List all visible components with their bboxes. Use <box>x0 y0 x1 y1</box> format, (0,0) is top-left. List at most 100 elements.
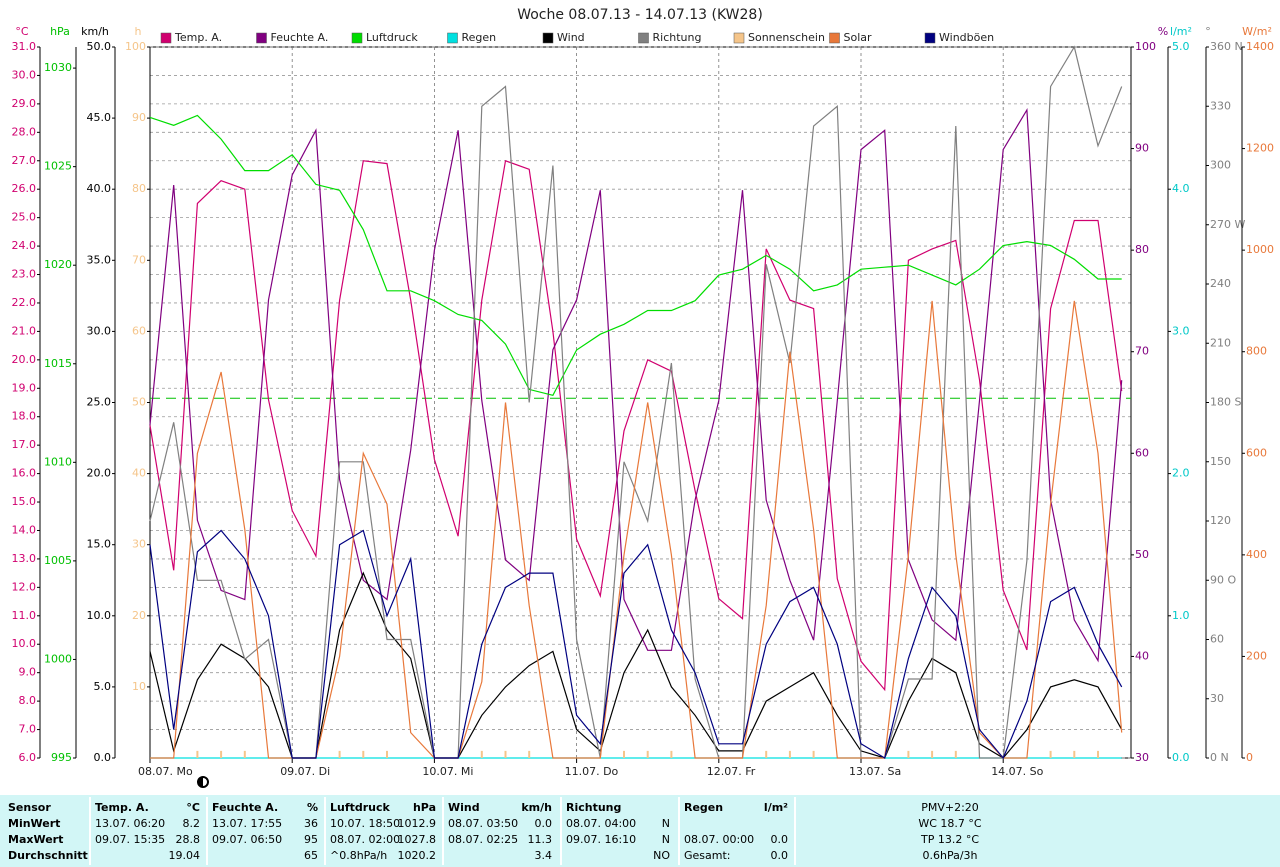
table-cell: 28.8 <box>176 833 201 846</box>
y-tick-label: 70 <box>1135 345 1149 358</box>
legend-swatch <box>256 32 267 44</box>
sunshine-bar <box>765 750 768 758</box>
y-tick-label: 1200 <box>1246 142 1274 155</box>
y-tick-label: 16.0 <box>12 467 37 480</box>
table-header-cell: Luftdruck <box>330 801 391 814</box>
sunshine-bar <box>1049 750 1052 758</box>
table-cell: 08.07. 02:00 <box>330 833 400 846</box>
y-tick-label: 100 <box>125 40 146 53</box>
y-tick-label: 70 <box>132 253 146 266</box>
y-tick-label: 5.0 <box>1172 40 1190 53</box>
table-cell: 1027.8 <box>398 833 437 846</box>
y-tick-label: 30 <box>1210 692 1224 705</box>
y-tick-label: 400 <box>1246 548 1267 561</box>
x-tick-label: 10.07. Mi <box>422 765 473 778</box>
y-tick-label: 17.0 <box>12 438 37 451</box>
table-header-cell: °C <box>186 801 200 814</box>
now-marker-half <box>198 777 203 787</box>
table-cell: 0.0 <box>771 849 789 862</box>
x-tick-label: 13.07. Sa <box>849 765 901 778</box>
x-tick-label: 14.07. So <box>991 765 1043 778</box>
table-header-cell: Wind <box>448 801 480 814</box>
y-tick-label: 1030 <box>44 61 72 74</box>
y-tick-label: 90 O <box>1210 573 1236 586</box>
table-cell: Gesamt: <box>684 849 731 862</box>
y-tick-label: 30.0 <box>12 68 37 81</box>
y-tick-label: 0 N <box>1210 751 1229 764</box>
x-tick-label: 08.07. Mo <box>138 765 193 778</box>
y-tick-label: 15.0 <box>12 495 37 508</box>
y-tick-label: 0 <box>1246 751 1253 764</box>
table-cell: 0.0 <box>535 817 553 830</box>
sunshine-bar <box>220 750 223 758</box>
legend-label: Luftdruck <box>366 31 418 44</box>
sunshine-bar <box>196 750 199 758</box>
y-tick-label: 300 <box>1210 159 1231 172</box>
y-tick-label: 21.0 <box>12 324 37 337</box>
y-tick-label: 30.0 <box>87 324 112 337</box>
y-tick-label: 1400 <box>1246 40 1274 53</box>
sunshine-bar <box>907 750 910 758</box>
sunshine-bar <box>931 750 934 758</box>
y-tick-label: 10.0 <box>87 609 112 622</box>
sunshine-bar <box>362 750 365 758</box>
table-cell: 13.07. 06:20 <box>95 817 165 830</box>
x-tick-label: 11.07. Do <box>565 765 619 778</box>
axis-unit: °C <box>15 25 29 38</box>
y-tick-label: 360 N <box>1210 40 1243 53</box>
y-tick-label: 18.0 <box>12 410 37 423</box>
series-line <box>149 108 1123 663</box>
table-cell: 1020.2 <box>398 849 437 862</box>
y-tick-label: 19.0 <box>12 381 37 394</box>
table-cell: 08.07. 02:25 <box>448 833 518 846</box>
y-tick-label: 4.0 <box>1172 182 1190 195</box>
y-tick-label: 60 <box>1135 446 1149 459</box>
y-tick-label: 28.0 <box>12 125 37 138</box>
axis-unit: km/h <box>81 25 109 38</box>
table-cell: 13.07. 17:55 <box>212 817 282 830</box>
table-cell: 1012.9 <box>398 817 437 830</box>
sunshine-bar <box>480 750 483 758</box>
y-tick-label: 90 <box>1135 142 1149 155</box>
y-tick-label: 35.0 <box>87 253 112 266</box>
y-tick-label: 13.0 <box>12 552 37 565</box>
y-tick-label: 7.0 <box>19 723 37 736</box>
y-tick-label: 11.0 <box>12 609 37 622</box>
y-tick-label: 8.0 <box>19 694 37 707</box>
sunshine-bar <box>386 750 388 758</box>
y-tick-label: 14.0 <box>12 523 37 536</box>
legend-swatch <box>829 32 840 44</box>
table-header-cell: Temp. A. <box>95 801 149 814</box>
y-tick-label: 20.0 <box>12 353 37 366</box>
y-tick-label: 29.0 <box>12 97 37 110</box>
legend-label: Feuchte A. <box>271 31 329 44</box>
y-tick-label: 0.0 <box>94 751 112 764</box>
y-tick-label: 200 <box>1246 649 1267 662</box>
table-cell: MaxWert <box>8 833 63 846</box>
table-cell: 08.07. 00:00 <box>684 833 754 846</box>
y-tick-label: 100 <box>1135 40 1156 53</box>
legend-label: Windböen <box>939 31 994 44</box>
y-tick-label: 12.0 <box>12 580 37 593</box>
table-cell: 0.6hPa/3h <box>922 849 977 862</box>
y-tick-label: 25.0 <box>12 211 37 224</box>
chart-title: Woche 08.07.13 - 14.07.13 (KW28) <box>517 7 763 23</box>
y-tick-label: 3.0 <box>1172 324 1190 337</box>
y-tick-label: 23.0 <box>12 268 37 281</box>
table-cell: 09.07. 06:50 <box>212 833 282 846</box>
y-tick-label: 80 <box>1135 243 1149 256</box>
sunshine-bar <box>812 750 815 758</box>
y-tick-label: 15.0 <box>87 538 112 551</box>
series-line <box>149 114 1122 396</box>
sunshine-bar <box>338 750 341 758</box>
table-background <box>0 795 1280 867</box>
x-tick-label: 12.07. Fr <box>707 765 756 778</box>
table-header-cell: Sensor <box>8 801 51 814</box>
y-tick-label: 10 <box>132 680 146 693</box>
y-tick-label: 240 <box>1210 277 1231 290</box>
table-cell: ^0.8hPa/h <box>330 849 387 862</box>
y-tick-label: 9.0 <box>19 666 37 679</box>
legend-label: Wind <box>557 31 585 44</box>
sunshine-bar <box>646 750 649 758</box>
